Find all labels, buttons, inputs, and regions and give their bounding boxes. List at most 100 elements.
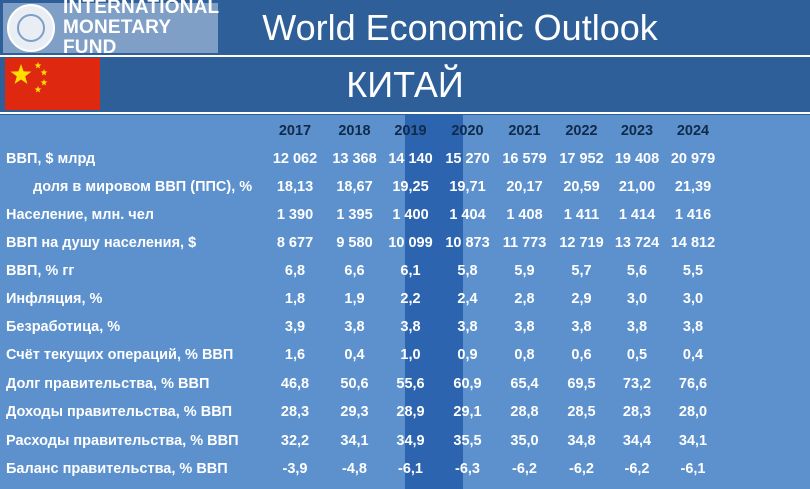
row-label: ВВП, % гг — [6, 263, 75, 279]
value-cell: 10 099 — [388, 235, 433, 251]
value-cell: 21,39 — [674, 179, 712, 195]
country-title: КИТАЙ — [346, 64, 464, 105]
table-row: Расходы правительства, % ВВП 32,2 34,1 34,9… — [0, 427, 810, 455]
value-cell: 2,2 — [400, 291, 421, 307]
row-label: Доходы правительства, % ВВП — [6, 404, 233, 420]
data-table: 2017 2018 2019 2020 2021 2022 2023 2024 ВВП, $ м… — [0, 115, 810, 489]
imf-logo-text: INTERNATIONAL MONETARY FUND — [63, 0, 219, 58]
value-cell: 69,5 — [567, 376, 596, 392]
value-cell: 18,67 — [336, 179, 373, 195]
row-label: Баланс правительства, % ВВП — [6, 461, 228, 477]
value-cell: 28,8 — [510, 404, 539, 420]
value-cell: 5,6 — [626, 263, 648, 279]
row-label: Долг правительства, % ВВП — [6, 376, 210, 392]
value-cell: 19,71 — [449, 179, 486, 195]
china-flag-icon — [5, 58, 100, 110]
value-cell: 60,9 — [453, 376, 482, 392]
value-cell: 1 395 — [336, 207, 373, 223]
value-cell: 13 368 — [332, 151, 377, 167]
value-cell: 34,1 — [678, 433, 708, 449]
value-cell: 35,0 — [510, 433, 539, 449]
value-cell: -6,2 — [569, 461, 594, 477]
value-cell: 2,4 — [457, 291, 478, 307]
value-cell: 1 408 — [506, 207, 543, 223]
value-cell: 1 404 — [449, 207, 486, 223]
value-cell: 3,8 — [626, 319, 648, 335]
row-label: Безработица, % — [6, 319, 121, 335]
year-header-cell: 2022 — [565, 123, 598, 139]
value-cell: 0,6 — [571, 347, 592, 363]
value-cell: 14 140 — [388, 151, 433, 167]
row-label: ВВП на душу населения, $ — [6, 235, 197, 251]
year-header-cell: 2020 — [451, 123, 484, 139]
value-cell: 13 724 — [614, 235, 660, 251]
table-row: Счёт текущих операций, % ВВП 1,6 0,4 1,0 0,9… — [0, 341, 810, 369]
value-cell: 34,8 — [567, 433, 596, 449]
value-cell: 0,4 — [344, 347, 365, 363]
value-cell: -6,1 — [398, 461, 423, 477]
value-cell: 20 979 — [670, 151, 716, 167]
value-cell: 1 400 — [392, 207, 429, 223]
value-cell: -6,2 — [512, 461, 537, 477]
value-cell: 50,6 — [340, 376, 369, 392]
value-cell: 29,1 — [453, 404, 482, 420]
divider-top — [0, 55, 810, 57]
value-cell: 55,6 — [396, 376, 425, 392]
value-cell: 5,7 — [571, 263, 592, 279]
value-cell: 12 062 — [272, 151, 318, 167]
value-cell: -3,9 — [282, 461, 308, 477]
value-cell: 34,9 — [396, 433, 425, 449]
value-cell: 12 719 — [559, 235, 604, 251]
value-cell: 2,8 — [514, 291, 535, 307]
table-row: ВВП, % гг 6,8 6,6 6,1 5,8 5,9 5,7 5,6 5,5 — [0, 257, 810, 285]
value-cell: 3,8 — [571, 319, 592, 335]
value-cell: 0,8 — [514, 347, 535, 363]
table-row: Безработица, % 3,9 3,8 3,8 3,8 3,8 3,8 3,8 3,8 — [0, 313, 810, 341]
value-cell: 65,4 — [510, 376, 539, 392]
table-row: Долг правительства, % ВВП 46,8 50,6 55,6 60,… — [0, 370, 810, 398]
row-label: Расходы правительства, % ВВП — [6, 433, 239, 449]
value-cell: 1 416 — [674, 207, 712, 223]
value-cell: 3,0 — [682, 291, 704, 307]
table-row: ВВП, $ млрд 12 062 13 368 14 140 15 270 16 57… — [0, 145, 810, 173]
value-cell: 34,4 — [622, 433, 652, 449]
logo-line-2: MONETARY FUND — [63, 17, 171, 58]
value-cell: 3,0 — [626, 291, 648, 307]
value-cell: 3,8 — [344, 319, 365, 335]
value-cell: 19 408 — [614, 151, 660, 167]
logo-line-1: INTERNATIONAL — [63, 0, 220, 18]
value-cell: 1 390 — [276, 207, 314, 223]
table-row: ВВП на душу населения, $ 8 677 9 580 10 099… — [0, 229, 810, 257]
value-cell: 21,00 — [618, 179, 656, 195]
row-label: Инфляция, % — [6, 291, 103, 307]
highlight-column-2019 — [405, 115, 463, 489]
row-label: ВВП, $ млрд — [6, 151, 96, 167]
value-cell: 1,6 — [284, 347, 306, 363]
value-cell: 16 579 — [502, 151, 547, 167]
imf-logo: INTERNATIONAL MONETARY FUND — [3, 0, 219, 58]
value-cell: 3,8 — [400, 319, 421, 335]
value-cell: 19,25 — [392, 179, 429, 195]
value-cell: 29,3 — [340, 404, 369, 420]
year-header-cell: 2018 — [338, 123, 371, 139]
value-cell: 3,8 — [682, 319, 704, 335]
value-cell: 10 873 — [445, 235, 490, 251]
imf-seal-icon — [7, 4, 55, 52]
value-cell: -6,1 — [680, 461, 706, 477]
value-cell: 76,6 — [678, 376, 708, 392]
value-cell: 0,9 — [457, 347, 478, 363]
value-cell: 11 773 — [502, 235, 547, 251]
value-cell: 14 812 — [670, 235, 716, 251]
value-cell: 6,1 — [400, 263, 421, 279]
value-cell: 1 411 — [563, 207, 600, 223]
page-title: World Economic Outlook — [262, 7, 658, 48]
value-cell: 28,5 — [567, 404, 596, 420]
table-row: Доходы правительства, % ВВП 28,3 29,3 28,9 2… — [0, 398, 810, 426]
value-cell: -4,8 — [342, 461, 367, 477]
value-cell: 5,5 — [682, 263, 704, 279]
value-cell: 15 270 — [445, 151, 490, 167]
value-cell: 3,9 — [284, 319, 306, 335]
row-label: Счёт текущих операций, % ВВП — [6, 347, 234, 363]
value-cell: 0,4 — [682, 347, 704, 363]
year-header-cell: 2019 — [394, 123, 427, 139]
